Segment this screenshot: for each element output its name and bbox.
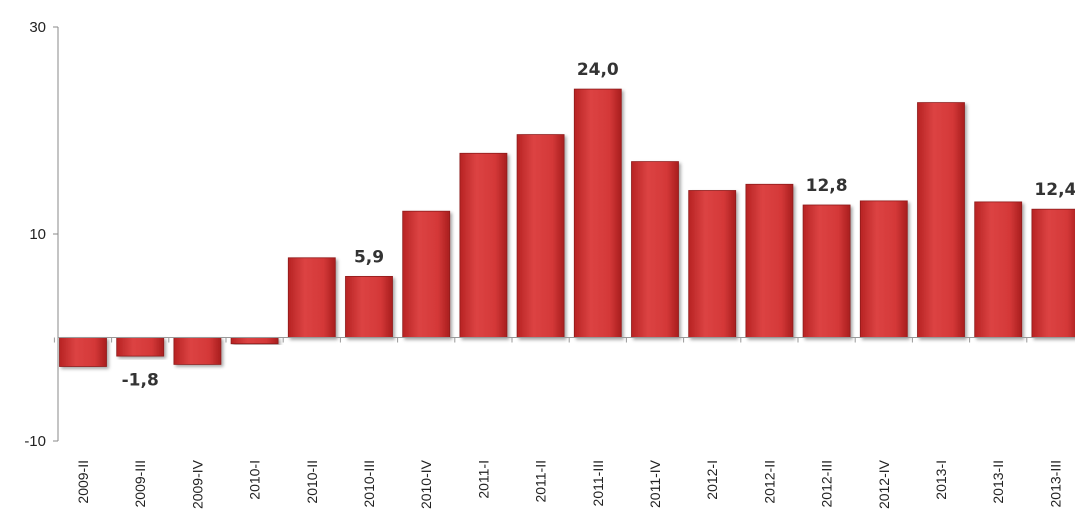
bar-2011-III <box>573 88 622 338</box>
bar-2009-IV <box>173 337 222 365</box>
x-category-label: 2013-III <box>1047 460 1063 507</box>
x-category-label: 2013-I <box>933 460 949 500</box>
x-axis: 2009-II 2009-III 2009-IV 2010-I 2010-II 2010-… <box>53 337 1075 509</box>
bar-2012-IV <box>859 200 908 338</box>
x-category-label: 2012-IV <box>876 459 892 509</box>
y-axis: 30 10 -10 <box>24 19 59 450</box>
bar-2013-III <box>1031 208 1075 338</box>
x-category-label: 2009-III <box>132 460 148 507</box>
x-category-label: 2012-III <box>819 460 835 507</box>
data-label: 12,8 <box>806 176 848 196</box>
x-category-label: 2011-II <box>533 460 549 503</box>
bar-2012-I <box>688 190 737 338</box>
bar-2009-III <box>116 337 165 357</box>
data-label: -1,8 <box>122 371 159 391</box>
bar-2012-III <box>802 204 851 338</box>
bar-2012-II <box>745 183 794 338</box>
y-tick-label: 10 <box>29 226 46 243</box>
bar-2011-IV <box>631 161 679 338</box>
data-labels-group: -1,8 5,9 24,0 12,8 12,4 <box>122 60 1075 390</box>
x-category-label: 2010-III <box>361 460 377 507</box>
bar-2010-II <box>287 257 336 338</box>
bar-2011-I <box>459 152 508 338</box>
bar-2013-II <box>974 201 1023 338</box>
x-category-label: 2010-IV <box>418 459 434 509</box>
x-category-label: 2011-I <box>475 460 491 499</box>
data-label: 5,9 <box>354 247 384 267</box>
bar-2013-I <box>917 102 965 338</box>
x-category-label: 2010-I <box>247 460 263 500</box>
x-category-label: 2009-II <box>75 460 91 504</box>
x-category-label: 2010-II <box>304 460 320 504</box>
x-category-label: 2009-IV <box>189 459 205 509</box>
x-category-label: 2013-II <box>990 460 1006 504</box>
bars-group <box>59 88 1075 367</box>
bar-2011-II <box>516 134 565 338</box>
data-label: 12,4 <box>1034 180 1075 200</box>
bar-2010-I <box>230 337 279 345</box>
y-tick-label: -10 <box>24 433 46 450</box>
y-tick-label: 30 <box>29 19 46 36</box>
x-category-label: 2011-III <box>590 460 606 506</box>
data-label: 24,0 <box>577 60 619 80</box>
x-category-label: 2012-II <box>761 460 777 504</box>
x-category-label: 2011-IV <box>647 459 663 508</box>
bar-2009-II <box>59 337 107 367</box>
bar-2010-IV <box>402 210 451 338</box>
bar-2010-III <box>345 275 393 338</box>
x-category-label: 2012-I <box>704 460 720 500</box>
